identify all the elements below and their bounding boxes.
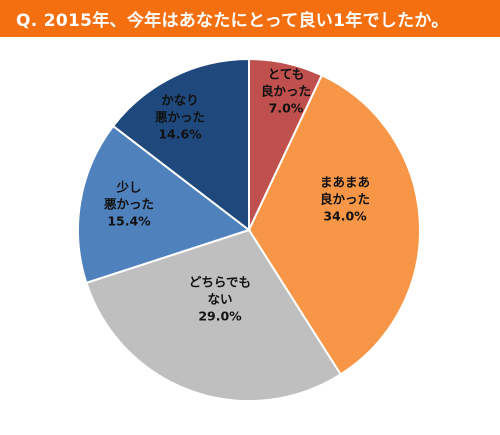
slice-category-label: まあまあ xyxy=(320,175,370,190)
pie-slice xyxy=(77,124,252,285)
slice-category-label: 良かった xyxy=(261,84,311,99)
slice-value-label: 34.0% xyxy=(323,209,367,224)
slice-value-label: 29.0% xyxy=(198,309,242,324)
slice-category-label: 良かった xyxy=(320,192,370,207)
pie-slices xyxy=(77,57,422,403)
slice-value-label: 15.4% xyxy=(107,214,151,229)
slice-category-label: かなり xyxy=(161,93,199,108)
slice-category-label: 悪かった xyxy=(155,110,205,125)
slice-category-label: ない xyxy=(207,292,232,307)
slice-category-label: とても xyxy=(268,67,305,82)
pie-slice xyxy=(111,57,250,233)
chart-title-bar: Q. 2015年、今年はあなたにとって良い1年でしたか。 xyxy=(0,0,500,37)
chart-title: Q. 2015年、今年はあなたにとって良い1年でしたか。 xyxy=(16,11,449,31)
slice-value-label: 7.0% xyxy=(269,101,304,116)
slice-value-label: 14.6% xyxy=(158,127,202,142)
pie-slice xyxy=(247,73,422,376)
slice-category-label: 少し xyxy=(115,180,141,195)
slice-category-label: どちらでも xyxy=(189,275,251,290)
pie-labels: とても良かった7.0%まあまあ良かった34.0%どちらでもない29.0%少し悪か… xyxy=(104,67,370,324)
pie-slice xyxy=(85,228,343,403)
slice-category-label: 悪かった xyxy=(104,197,154,212)
